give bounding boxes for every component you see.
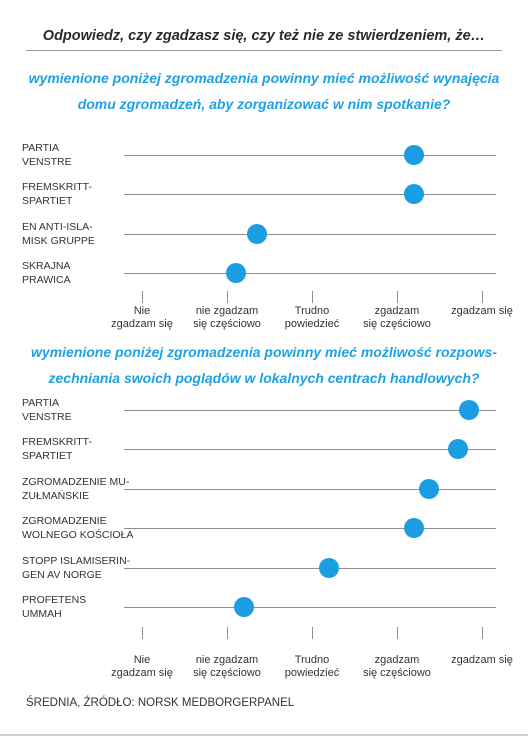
bottom-divider — [0, 734, 528, 736]
chart-1-tick-label: zgadzam się — [451, 305, 513, 317]
chart-2-category-label: PARTIA VENSTRE — [22, 397, 72, 423]
chart-2-category-label: FREMSKRITT- SPARTIET — [22, 436, 92, 462]
chart-1-row-line — [124, 273, 496, 274]
header-divider — [26, 50, 502, 51]
chart-2-row-line — [124, 528, 496, 529]
chart-2-question-line: zechniania swoich poglądów w lokalnych c… — [48, 370, 480, 386]
chart-2-tick-label: zgadzam się — [451, 654, 513, 666]
chart-2-row-line — [124, 410, 496, 411]
chart-2-axis-tick — [142, 627, 143, 639]
chart-2-data-point — [448, 439, 469, 459]
chart-2-question-line: wymienione poniżej zgromadzenia powinny … — [31, 344, 497, 360]
chart-1-data-point — [404, 184, 424, 204]
chart-1-axis-tick — [142, 291, 143, 303]
chart-2-data-point — [234, 597, 254, 617]
chart-2-category-label: STOPP ISLAMISERIN- GEN AV NORGE — [22, 555, 131, 581]
chart-1-axis-tick — [397, 291, 398, 303]
chart-1-tick-label: zgadzam się częściowo — [363, 305, 431, 330]
chart-2-axis-tick — [397, 627, 398, 639]
chart-2-tick-label: Nie zgadzam się — [111, 654, 173, 679]
chart-2-category-label: ZGROMADZENIE MU- ZUŁMAŃSKIE — [22, 476, 130, 502]
chart-2-data-point — [419, 479, 440, 499]
chart-2-row-line — [124, 489, 496, 490]
chart-1-category-label: EN ANTI-ISLA- MISK GRUPPE — [22, 221, 95, 247]
chart-1-data-point — [404, 145, 424, 165]
chart-1-row-line — [124, 234, 496, 235]
chart-1-axis-tick — [227, 291, 228, 303]
chart-1-category-label: FREMSKRITT- SPARTIET — [22, 181, 92, 207]
chart-1-question: wymienione poniżej zgromadzenia powinny … — [20, 65, 508, 117]
chart-2-tick-label: nie zgadzam się częściowo — [193, 654, 261, 679]
header-title: Odpowiedz, czy zgadzasz się, czy też nie… — [42, 28, 486, 44]
chart-2-axis-tick — [482, 627, 483, 639]
chart-2-question: wymienione poniżej zgromadzenia powinny … — [20, 339, 508, 391]
chart-1-row-line — [124, 155, 496, 156]
chart-1-category-label: SKRAJNA PRAWICA — [22, 260, 71, 286]
chart-1-category-label: PARTIA VENSTRE — [22, 142, 72, 168]
chart-2-tick-label: Trudno powiedzieć — [284, 654, 340, 679]
chart-1-tick-label: nie zgadzam się częściowo — [193, 305, 261, 330]
chart-2-row-line — [124, 449, 496, 450]
chart-1-tick-label: Nie zgadzam się — [111, 305, 173, 330]
chart-2-data-point — [459, 400, 480, 420]
chart-2-data-point — [404, 518, 424, 538]
chart-2-data-point — [319, 558, 339, 578]
chart-1-data-point — [246, 224, 267, 244]
chart-1-question-line: domu zgromadzeń, aby zorganizować w nim … — [77, 96, 451, 112]
source-note: ŚREDNIA, ŹRÓDŁO: NORSK MEDBORGERPANEL — [26, 697, 295, 709]
chart-1-data-point — [225, 263, 246, 283]
chart-1-axis-tick — [312, 291, 313, 303]
chart-2-axis-tick — [312, 627, 313, 639]
chart-1-question-line: wymienione poniżej zgromadzenia powinny … — [28, 70, 500, 86]
chart-1-axis-tick — [482, 291, 483, 303]
chart-2-axis-tick — [227, 627, 228, 639]
chart-2-category-label: ZGROMADZENIE WOLNEGO KOŚCIOŁA — [22, 515, 134, 541]
chart-2-tick-label: zgadzam się częściowo — [363, 654, 431, 679]
chart-2-row-line — [124, 607, 496, 608]
chart-1-tick-label: Trudno powiedzieć — [284, 305, 340, 330]
chart-1-row-line — [124, 194, 496, 195]
chart-2-category-label: PROFETENS UMMAH — [22, 594, 87, 620]
chart-2-row-line — [124, 568, 496, 569]
